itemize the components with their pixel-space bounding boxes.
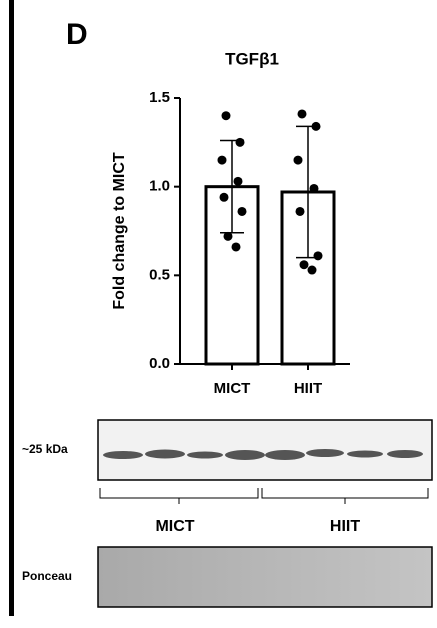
data-point	[233, 176, 243, 186]
plot: 0.0 0.5 1.0 1.5 MICT HIIT	[149, 89, 350, 397]
y-tick-label: 1.5	[149, 89, 170, 106]
group-bracket	[99, 488, 259, 504]
group-bracket	[261, 488, 429, 504]
ponceau-frame	[97, 546, 433, 608]
data-point	[297, 109, 307, 119]
data-point	[311, 121, 321, 131]
loading-label: Ponceau	[22, 569, 72, 583]
data-point	[219, 192, 229, 202]
x-tick-label: HIIT	[294, 380, 322, 397]
group-label: MICT	[155, 518, 194, 535]
x-tick-label: MICT	[214, 380, 251, 397]
panel-border	[9, 0, 14, 616]
chart-title: TGFβ1	[225, 49, 279, 68]
data-point	[293, 155, 303, 165]
panel-label: D	[66, 18, 88, 51]
data-point	[295, 206, 305, 216]
y-tick-label: 1.0	[149, 178, 170, 195]
group-label: HIIT	[330, 518, 360, 535]
data-point	[231, 242, 241, 252]
y-tick-label: 0.5	[149, 266, 170, 283]
y-tick-label: 0.0	[149, 355, 170, 372]
data-point	[309, 183, 319, 193]
band-label: ~25 kDa	[22, 442, 68, 456]
data-point	[307, 265, 317, 275]
blot-bands	[103, 449, 423, 460]
data-point	[217, 155, 227, 165]
data-point	[221, 111, 231, 121]
blot: MICT HIIT Ponceau	[22, 419, 433, 608]
data-point	[313, 251, 323, 261]
blot-frame	[97, 419, 433, 481]
data-point	[299, 260, 309, 270]
y-axis-label: Fold change to MICT	[111, 152, 128, 310]
data-point	[237, 206, 247, 216]
data-point	[235, 137, 245, 147]
data-point	[223, 231, 233, 241]
